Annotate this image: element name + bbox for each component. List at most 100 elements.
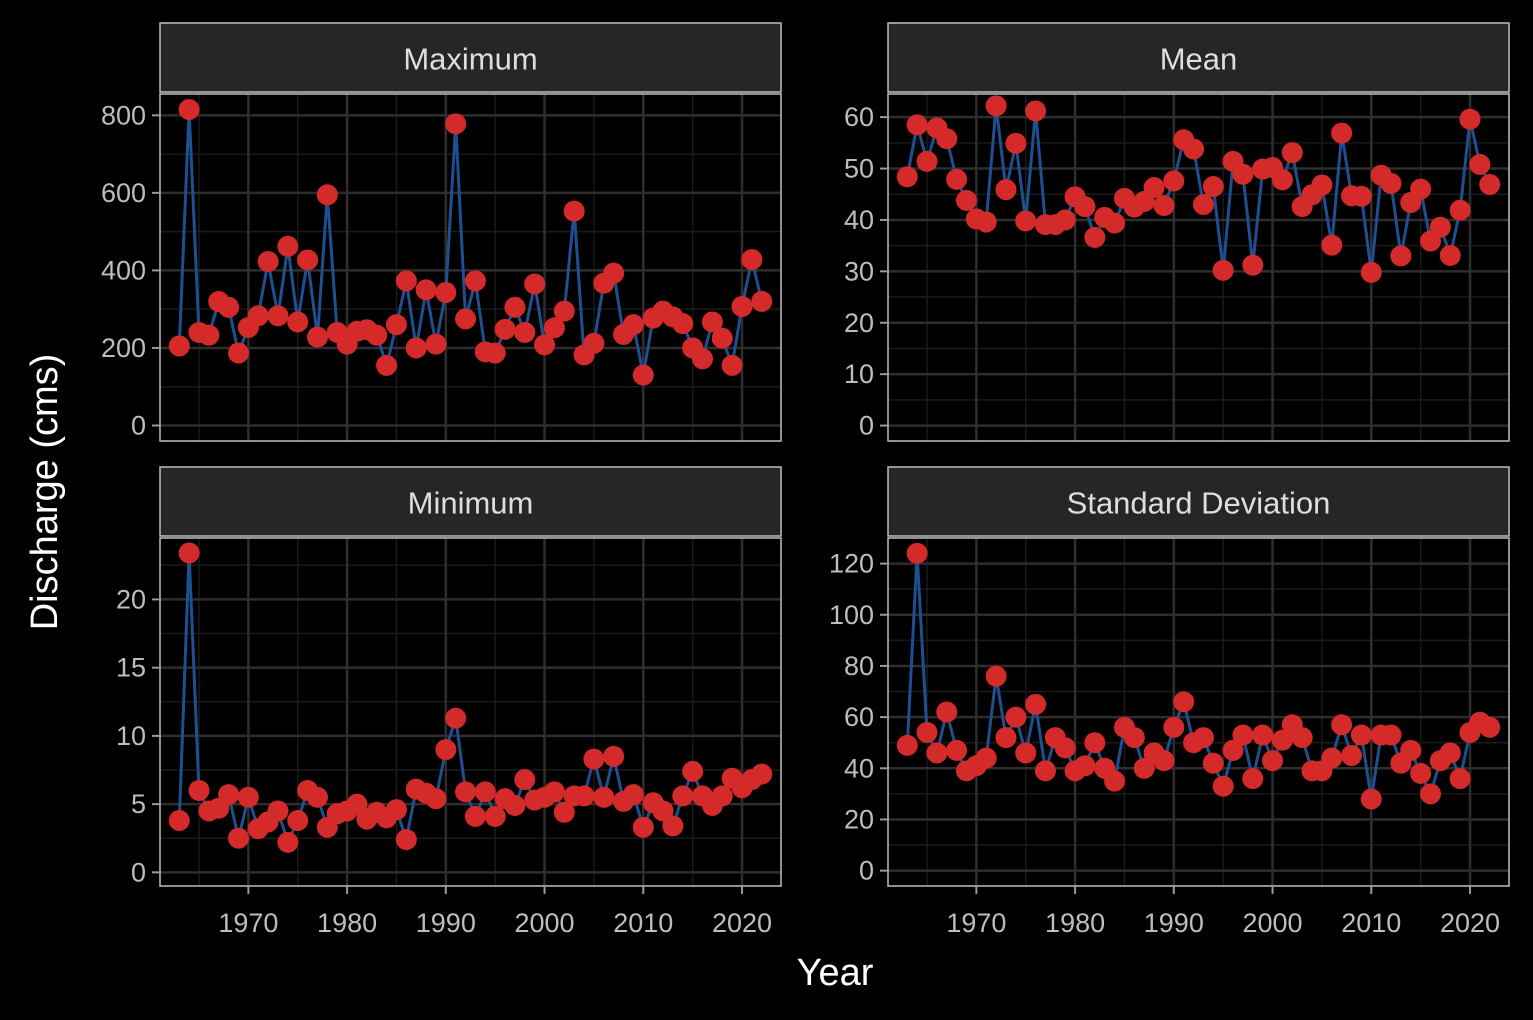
y-tick-label: 0 [859,856,874,886]
data-point-1974 [1005,132,1027,154]
data-point-2002 [553,801,575,823]
x-tick-label: 2000 [515,908,575,938]
y-tick-label: 20 [844,804,874,834]
data-point-1998 [514,321,536,343]
data-point-1973 [267,800,289,822]
data-point-1992 [455,781,477,803]
data-point-1963 [896,166,918,188]
y-tick-label: 10 [844,359,874,389]
facet-panels: Maximum0200400600800Mean0102030405060Min… [101,22,1510,938]
data-point-1987 [405,337,427,359]
series-line [905,104,1492,274]
y-tick-label: 200 [101,333,146,363]
data-point-1976 [297,249,319,271]
data-point-2014 [1400,739,1422,761]
data-point-1995 [484,342,506,364]
data-point-2005 [583,748,605,770]
y-tick-label: 10 [116,721,146,751]
data-point-1968 [218,784,240,806]
data-point-2019 [1449,199,1471,221]
x-tick-label: 1970 [946,908,1006,938]
data-point-1991 [445,113,467,135]
panel-border [887,537,1510,887]
data-point-2000 [534,334,556,356]
y-tick-label: 5 [131,789,146,819]
data-point-1975 [287,311,309,333]
data-point-2005 [583,332,605,354]
data-point-2018 [711,785,733,807]
data-point-1964 [178,542,200,564]
data-point-1990 [435,739,457,761]
data-point-1991 [445,707,467,729]
data-point-1966 [926,742,948,764]
data-point-1987 [1133,757,1155,779]
facet-panel-2: Mean 0 10 20 30 40 50 60 [844,22,1510,442]
data-point-1969 [955,189,977,211]
panel-background [888,538,1509,886]
data-point-2019 [1449,768,1471,790]
data-point-1963 [168,335,190,357]
x-tick-label: 1990 [416,908,476,938]
data-point-1994 [1202,752,1224,774]
y-tick-label: 30 [844,256,874,286]
data-point-1997 [504,794,526,816]
data-point-1972 [985,95,1007,117]
data-point-1981 [346,793,368,815]
data-point-2013 [662,815,684,837]
data-point-1984 [376,354,398,376]
data-point-2009 [1350,724,1372,746]
data-point-1993 [1192,194,1214,216]
panel-border [887,93,1510,442]
data-point-1969 [227,342,249,364]
x-tick-label: 1980 [317,908,377,938]
x-tick-label: 1980 [1045,908,1105,938]
data-point-2015 [1410,762,1432,784]
y-tick-label: 20 [844,308,874,338]
data-point-1988 [1143,177,1165,199]
data-point-1975 [1015,742,1037,764]
data-point-2001 [543,781,565,803]
data-point-1993 [1192,727,1214,749]
y-tick-label: 15 [116,653,146,683]
data-point-1981 [1074,755,1096,777]
data-point-1974 [277,235,299,257]
y-tick-label: 100 [829,600,874,630]
data-point-2018 [1439,244,1461,266]
data-point-2007 [603,745,625,767]
facet-strip [159,466,782,537]
data-point-1973 [267,305,289,327]
data-point-1967 [936,701,958,723]
data-point-1998 [1242,254,1264,276]
facet-panel-1: Maximum 0 200 400 600 800 [101,22,782,442]
y-tick-label: 80 [844,651,874,681]
data-point-2010 [1360,261,1382,283]
data-point-2018 [711,327,733,349]
data-point-1977 [1034,760,1056,782]
data-point-1964 [906,542,928,564]
facet-strip-label: Mean [1160,42,1238,77]
data-point-1989 [425,788,447,810]
data-point-2021 [1469,153,1491,175]
data-point-2010 [1360,788,1382,810]
data-point-1984 [1104,212,1126,234]
data-point-1965 [188,779,210,801]
y-tick-label: 0 [859,411,874,441]
data-point-1970 [237,786,259,808]
data-point-1989 [1153,195,1175,217]
panel-background [160,94,781,441]
data-point-1968 [946,168,968,190]
data-point-2020 [731,295,753,317]
x-tick-label: 2010 [1341,908,1401,938]
data-point-2018 [1439,742,1461,764]
x-tick-label: 1970 [218,908,278,938]
data-point-2013 [1390,245,1412,267]
data-point-2002 [553,300,575,322]
y-tick-label: 0 [131,410,146,440]
data-point-1968 [946,739,968,761]
data-point-1986 [395,829,417,851]
data-point-1995 [1212,775,1234,797]
x-tick-label: 2010 [613,908,673,938]
data-point-1976 [1025,693,1047,715]
data-point-1990 [435,282,457,304]
data-point-1995 [484,805,506,827]
